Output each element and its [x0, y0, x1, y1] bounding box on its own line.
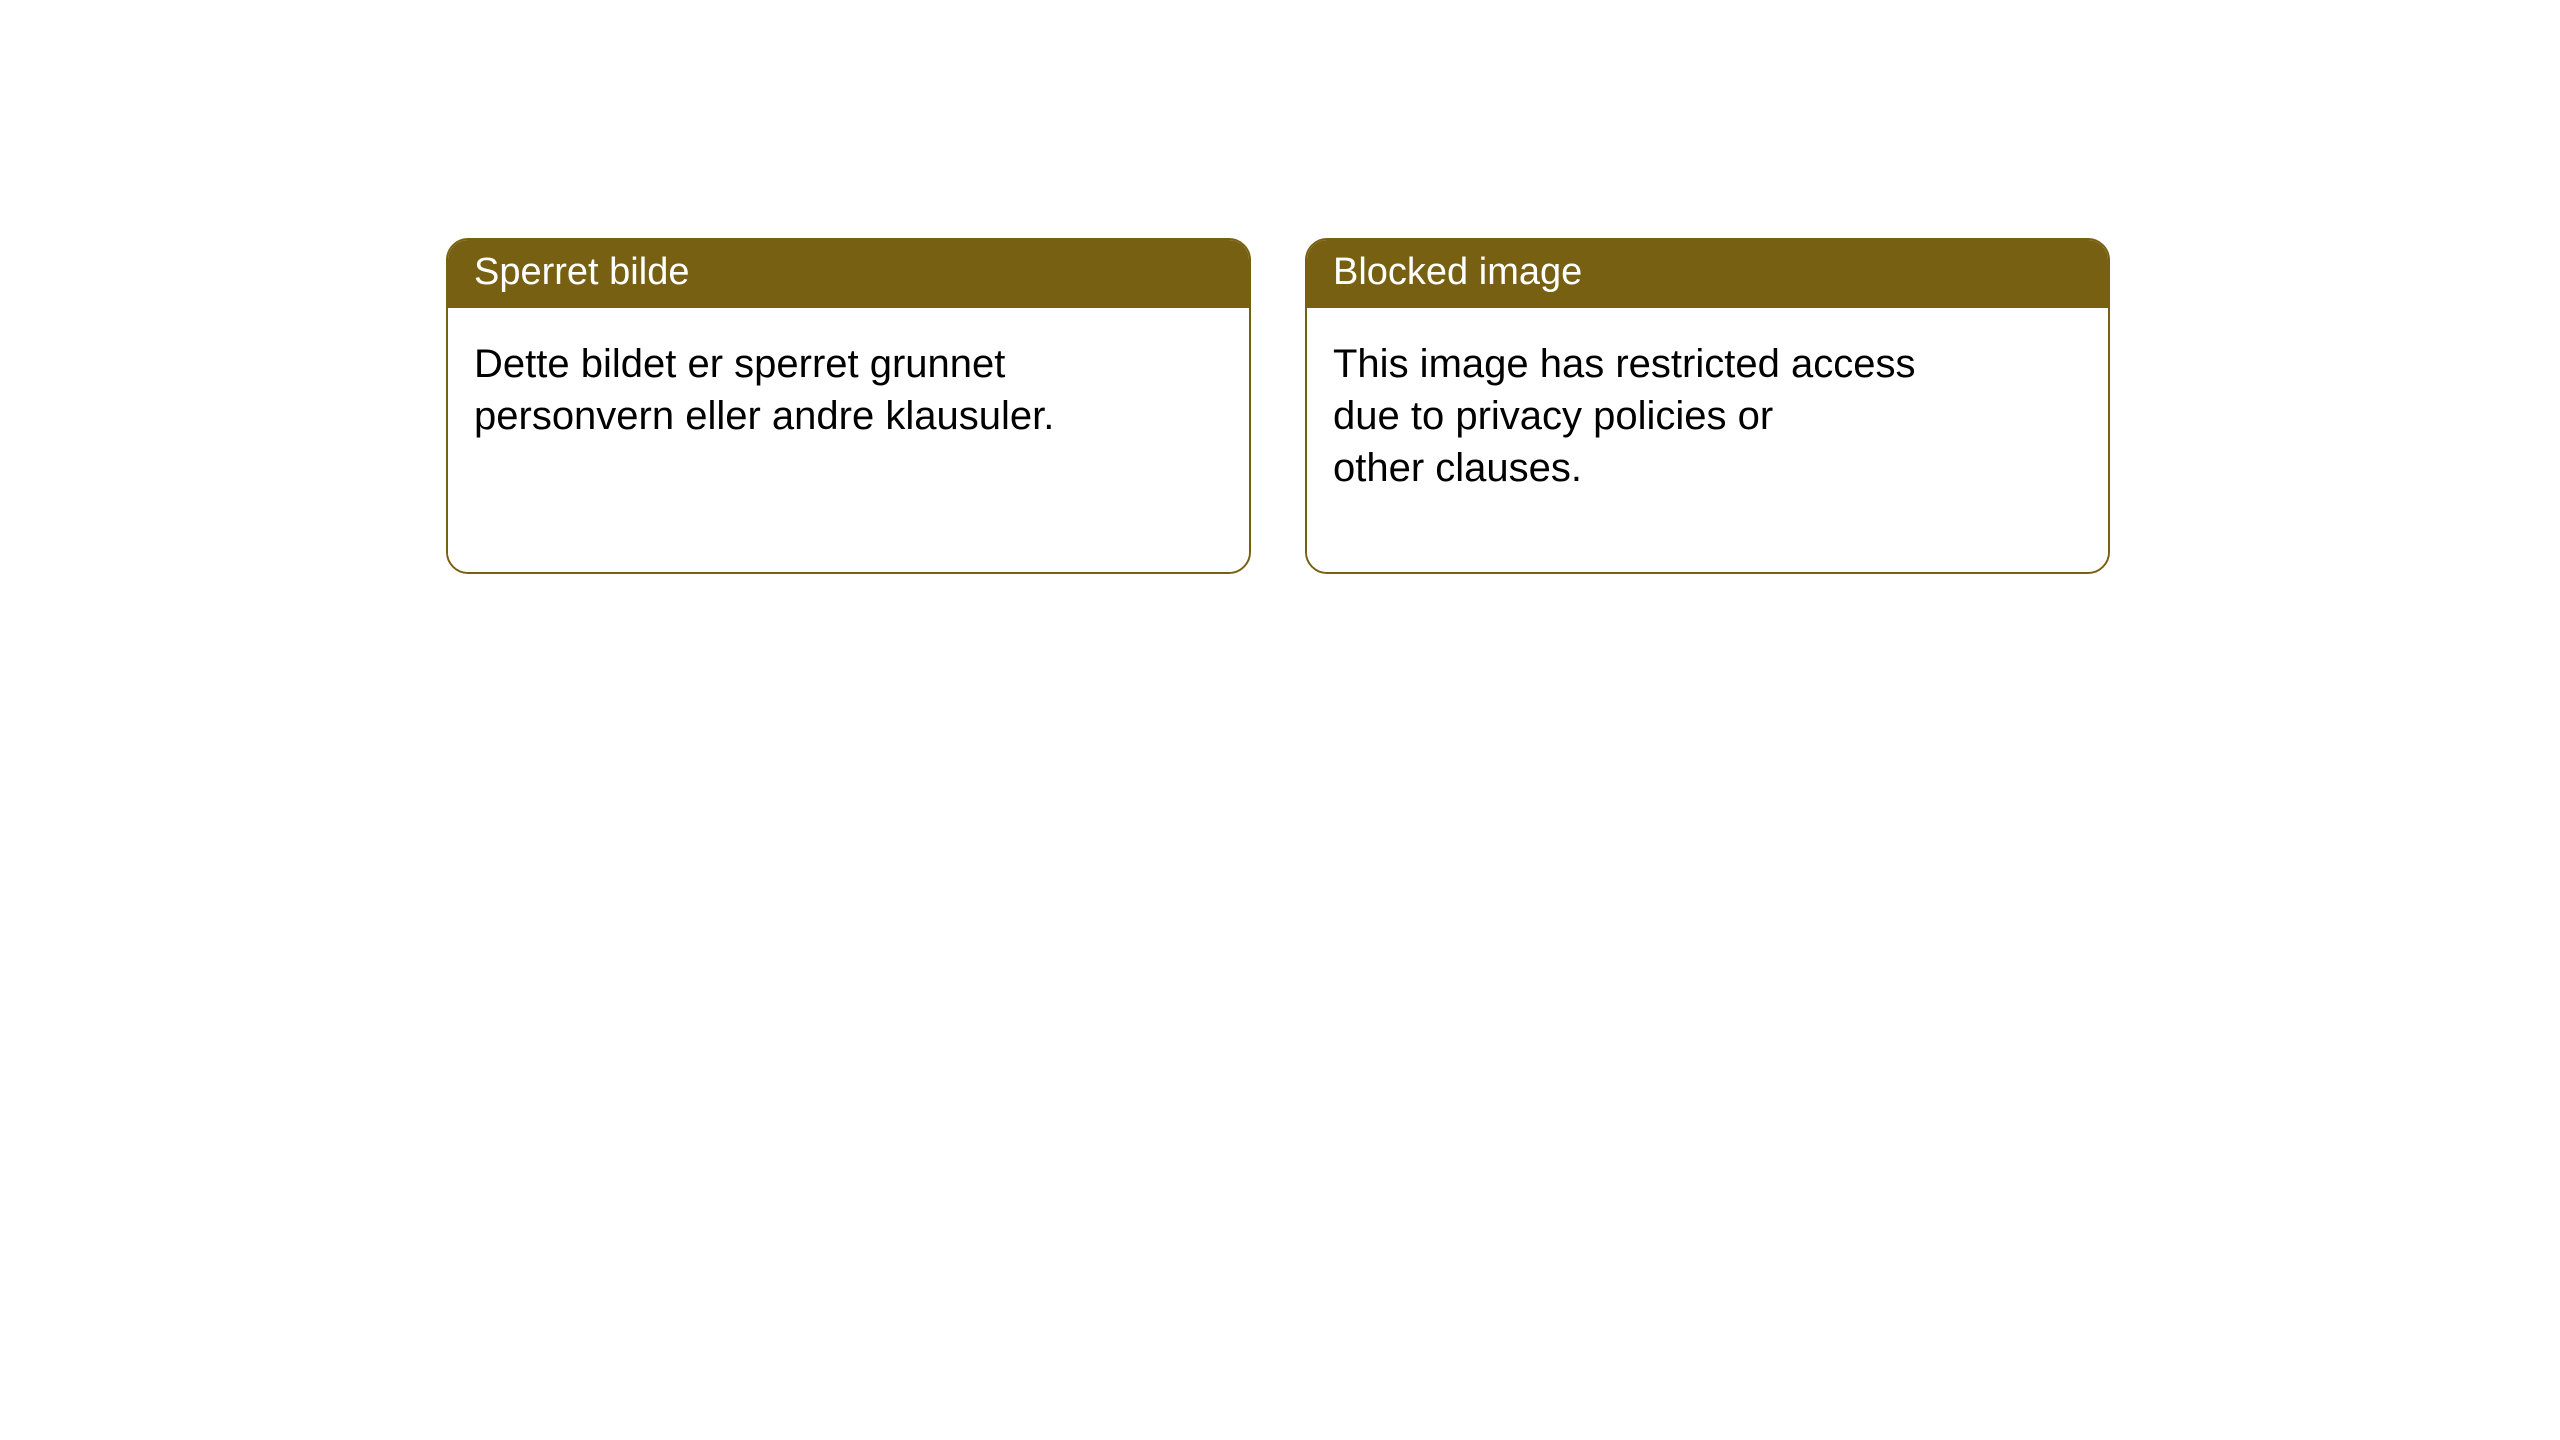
card-title-norwegian: Sperret bilde: [448, 240, 1249, 308]
card-title-english: Blocked image: [1307, 240, 2108, 308]
blocked-image-card-norwegian: Sperret bilde Dette bildet er sperret gr…: [446, 238, 1251, 574]
card-body-english: This image has restricted access due to …: [1307, 308, 2108, 572]
card-body-norwegian: Dette bildet er sperret grunnet personve…: [448, 308, 1249, 572]
notice-container: Sperret bilde Dette bildet er sperret gr…: [0, 0, 2560, 574]
blocked-image-card-english: Blocked image This image has restricted …: [1305, 238, 2110, 574]
card-text-english: This image has restricted access due to …: [1333, 338, 2082, 494]
card-text-norwegian: Dette bildet er sperret grunnet personve…: [474, 338, 1223, 442]
